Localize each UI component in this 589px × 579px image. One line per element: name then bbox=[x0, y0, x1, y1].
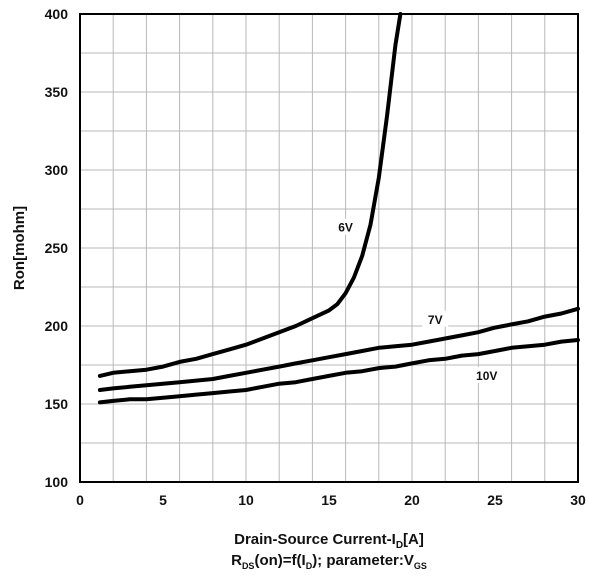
subtitle-part-0: R bbox=[231, 552, 242, 569]
y-axis-ticks: 100 150 200 250 300 350 400 bbox=[45, 6, 69, 490]
series-label-10v: 10V bbox=[476, 369, 497, 383]
series-label-background bbox=[469, 366, 504, 383]
x-tick-label: 25 bbox=[487, 492, 503, 508]
subtitle-part-2: (on)=f(I bbox=[254, 552, 305, 569]
chart-series bbox=[97, 12, 580, 405]
subtitle-part-3: D bbox=[306, 561, 313, 571]
series-label-background bbox=[332, 218, 359, 235]
series-label-7v: 7V bbox=[428, 313, 443, 327]
y-tick-label: 200 bbox=[45, 318, 69, 334]
y-tick-label: 300 bbox=[45, 162, 69, 178]
y-axis-label: Ron[mohm] bbox=[11, 206, 28, 290]
x-tick-label: 20 bbox=[404, 492, 420, 508]
subtitle-part-1: DS bbox=[242, 561, 255, 571]
y-tick-label: 250 bbox=[45, 240, 69, 256]
chart-subtitle: RDS(on)=f(ID); parameter:VGS bbox=[231, 552, 427, 571]
series-line-10v bbox=[97, 338, 580, 405]
x-axis-label-sub: D bbox=[396, 540, 403, 551]
y-tick-label: 100 bbox=[45, 474, 69, 490]
x-axis-label-unit: [A] bbox=[403, 531, 424, 548]
series-line-6v bbox=[97, 12, 403, 378]
x-axis-label: Drain-Source Current-ID[A] bbox=[234, 531, 424, 551]
series-label-background bbox=[422, 310, 449, 327]
y-tick-label: 150 bbox=[45, 396, 69, 412]
x-tick-label: 30 bbox=[570, 492, 586, 508]
series-label-6v: 6V bbox=[338, 221, 353, 235]
x-tick-label: 10 bbox=[238, 492, 254, 508]
x-tick-label: 5 bbox=[159, 492, 167, 508]
y-tick-label: 350 bbox=[45, 84, 69, 100]
plot-frame bbox=[79, 13, 579, 483]
y-tick-label: 400 bbox=[45, 6, 69, 22]
chart-grid bbox=[80, 14, 578, 482]
x-tick-label: 0 bbox=[76, 492, 84, 508]
series-line-7v bbox=[97, 306, 580, 392]
subtitle-part-5: GS bbox=[414, 561, 427, 571]
x-tick-label: 15 bbox=[321, 492, 337, 508]
x-axis-label-main: Drain-Source Current-I bbox=[234, 531, 396, 548]
x-axis-ticks: 0 5 10 15 20 25 30 bbox=[76, 492, 586, 508]
chart-series-labels: 6V 7V 10V bbox=[332, 218, 504, 383]
subtitle-part-4: ); parameter:V bbox=[312, 552, 414, 569]
